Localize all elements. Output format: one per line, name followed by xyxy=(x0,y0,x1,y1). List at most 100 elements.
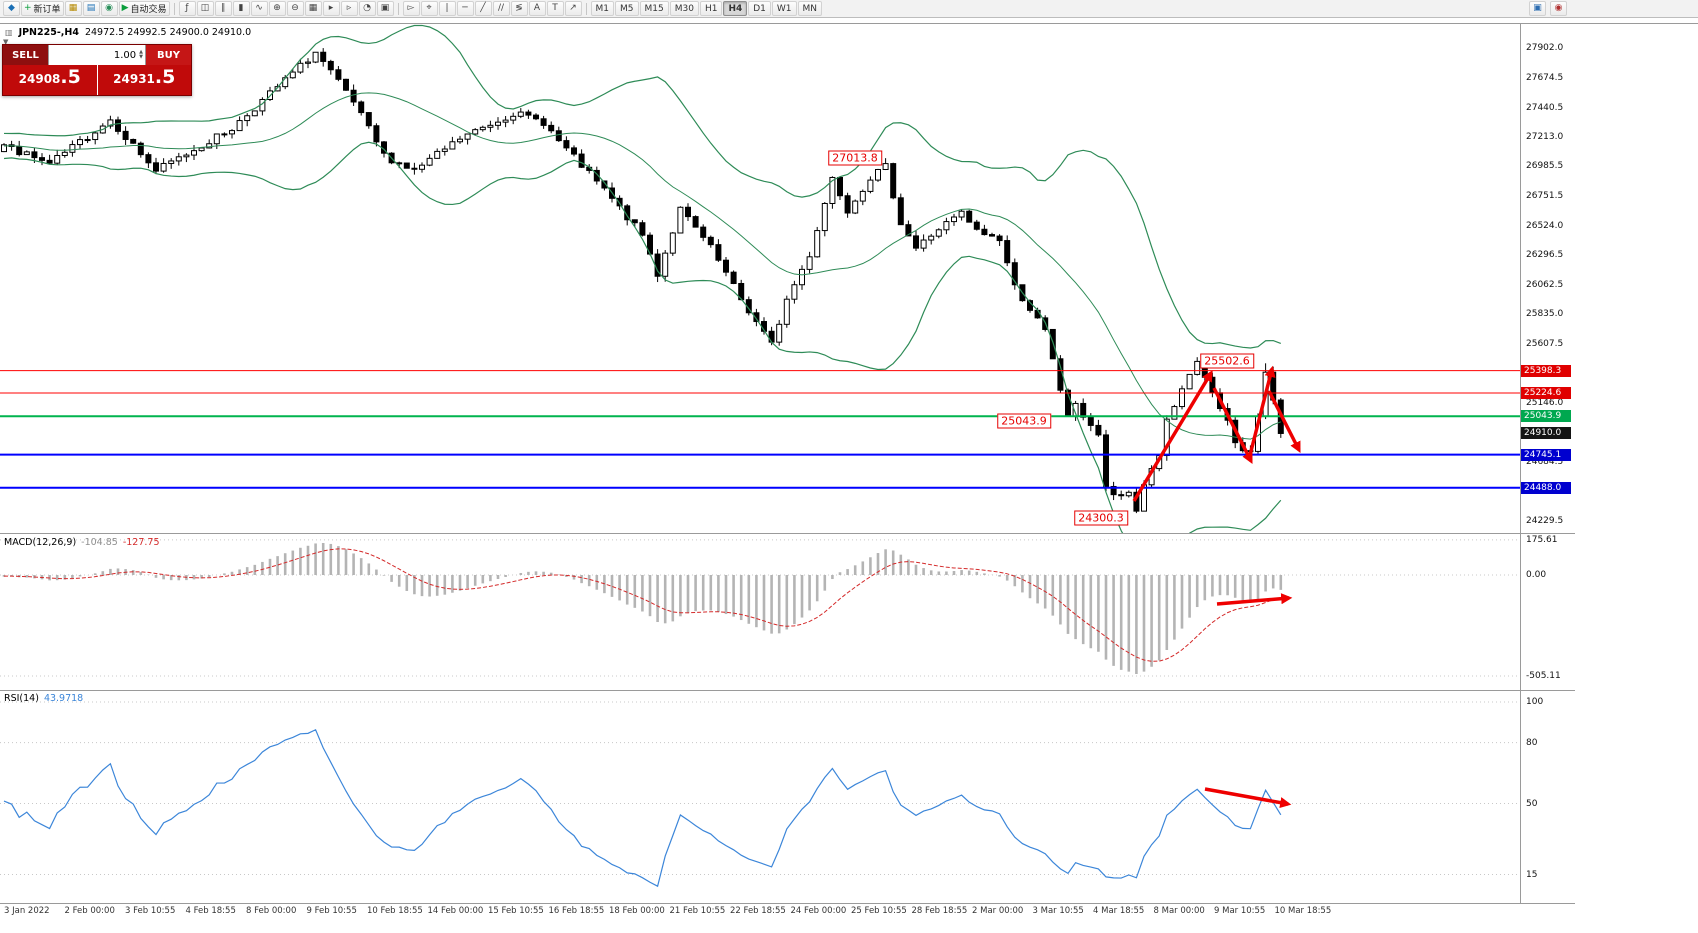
app-menu-button[interactable]: ◆ xyxy=(3,1,20,16)
new-order-button[interactable]: + 新订单 xyxy=(21,1,64,16)
bar-chart-button[interactable]: ∥ xyxy=(214,1,232,16)
line-chart-icon: ∿ xyxy=(255,3,263,13)
buy-price-main: 24931 xyxy=(113,72,155,86)
horizontal-line-button[interactable]: ─ xyxy=(456,1,474,16)
timeframe-m1-button[interactable]: M1 xyxy=(590,1,614,16)
tile-windows-button[interactable]: ▦ xyxy=(304,1,322,16)
timeframe-d1-button[interactable]: D1 xyxy=(748,1,771,16)
window-close-button[interactable]: ◉ xyxy=(1550,1,1567,16)
one-click-trading-panel: SELL 1.00 ▲ ▼ BUY 24908.5 24931.5 xyxy=(2,44,192,96)
toolbar-separator xyxy=(397,2,399,15)
timeframe-w1-button[interactable]: W1 xyxy=(771,1,797,16)
bollinger-upper-band xyxy=(3,24,1282,349)
profiles-button[interactable]: ▤ xyxy=(82,1,100,16)
trendline-button[interactable]: ╱ xyxy=(474,1,492,16)
buy-price-fraction: .5 xyxy=(154,66,176,88)
price-annotation[interactable]: 27013.8 xyxy=(828,150,882,166)
indicators-icon: ƒ xyxy=(185,3,189,13)
buy-button[interactable]: BUY xyxy=(146,45,191,65)
indicators-button[interactable]: ƒ xyxy=(178,1,196,16)
chart-shift-icon: ▹ xyxy=(346,3,352,13)
bollinger-middle-band xyxy=(3,92,1281,440)
objects-list-button[interactable]: ◫ xyxy=(196,1,214,16)
timeframe-mn-button[interactable]: MN xyxy=(797,1,823,16)
charts-button[interactable]: ▦ xyxy=(64,1,82,16)
window-restore-button[interactable]: ▣ xyxy=(1529,1,1546,16)
new-order-label: 新订单 xyxy=(33,5,61,15)
periods-button[interactable]: ◔ xyxy=(358,1,376,16)
text-button[interactable]: A xyxy=(528,1,546,16)
refresh-button[interactable]: ◉ xyxy=(100,1,118,16)
cursor-button[interactable]: ▻ xyxy=(402,1,420,16)
trendline-icon: ╱ xyxy=(480,3,486,13)
window-close-icon: ◉ xyxy=(1554,3,1563,13)
line-chart-button[interactable]: ∿ xyxy=(250,1,268,16)
auto-trading-button[interactable]: ▶ 自动交易 xyxy=(118,1,170,16)
bollinger-lower-band xyxy=(3,141,1282,533)
price-annotation[interactable]: 25043.9 xyxy=(997,413,1051,429)
arrows-button[interactable]: ↗ xyxy=(564,1,582,16)
sell-button[interactable]: SELL xyxy=(3,45,48,65)
toolbar: ◆ + 新订单 ▦ ▤ ◉ ▶ 自动交易 ƒ ◫ ∥ ▮ ∿ ⊕ ⊖ ▦ ▸ ▹ ◔ ▣ ▻ ⌖ | ─ ╱ // ≶ A T ↗ M1 M5… xyxy=(0,0,1698,18)
timeframe-m5-button[interactable]: M5 xyxy=(615,1,639,16)
text-label-icon: T xyxy=(552,3,558,13)
trend-arrow-2[interactable] xyxy=(1212,387,1253,464)
lot-spinner[interactable]: ▲ ▼ xyxy=(139,50,143,60)
tile-windows-icon: ▦ xyxy=(308,3,318,13)
trend-arrow-4[interactable] xyxy=(1267,390,1301,453)
refresh-icon: ◉ xyxy=(105,3,113,13)
charts-icon: ▦ xyxy=(68,3,78,13)
candlestick-chart-icon: ▮ xyxy=(238,3,244,13)
macd-trend-arrow[interactable] xyxy=(1216,593,1293,606)
timeframe-h1-button[interactable]: H1 xyxy=(699,1,723,16)
lot-spinner-down-icon[interactable]: ▼ xyxy=(139,54,143,60)
text-label-button[interactable]: T xyxy=(546,1,564,16)
rsi-line xyxy=(3,728,1282,888)
candlestick-chart-button[interactable]: ▮ xyxy=(232,1,250,16)
objects-list-icon: ◫ xyxy=(200,3,210,13)
toolbar-separator xyxy=(585,2,587,15)
cursor-icon: ▻ xyxy=(407,3,415,13)
toolbar-separator xyxy=(173,2,175,15)
timeframe-m30-button[interactable]: M30 xyxy=(669,1,699,16)
lot-size-value: 1.00 xyxy=(113,49,137,61)
rsi-trend-arrow[interactable] xyxy=(1204,787,1292,809)
candlestick-chart xyxy=(1,48,1284,514)
price-annotation[interactable]: 24300.3 xyxy=(1074,510,1128,526)
price-annotation[interactable]: 25502.6 xyxy=(1200,353,1254,369)
app-menu-icon: ◆ xyxy=(8,3,15,13)
channel-icon: // xyxy=(497,3,505,13)
templates-button[interactable]: ▣ xyxy=(376,1,394,16)
zoom-out-icon: ⊖ xyxy=(291,3,299,13)
vertical-line-button[interactable]: | xyxy=(438,1,456,16)
crosshair-icon: ⌖ xyxy=(426,3,432,13)
lot-spinner-up-icon[interactable]: ▲ xyxy=(139,49,143,55)
new-order-icon: + xyxy=(24,3,32,13)
fibonacci-button[interactable]: ≶ xyxy=(510,1,528,16)
arrows-icon: ↗ xyxy=(569,3,577,13)
text-icon: A xyxy=(533,3,541,13)
sell-price-display[interactable]: 24908.5 xyxy=(3,65,97,95)
chart-shift-button[interactable]: ▹ xyxy=(340,1,358,16)
horizontal-line-icon: ─ xyxy=(462,3,468,13)
vertical-line-icon: | xyxy=(445,3,449,13)
buy-price-display[interactable]: 24931.5 xyxy=(97,65,191,95)
one-click-collapse-arrow[interactable]: ▼ xyxy=(3,38,9,46)
trend-arrow-3[interactable] xyxy=(1247,365,1276,460)
macd-histogram xyxy=(2,543,1283,674)
zoom-in-button[interactable]: ⊕ xyxy=(268,1,286,16)
lot-size-field[interactable]: 1.00 ▲ ▼ xyxy=(48,45,146,65)
bar-chart-icon: ∥ xyxy=(220,3,226,13)
trend-arrow-1[interactable] xyxy=(1132,370,1213,502)
auto-trading-label: 自动交易 xyxy=(130,5,167,15)
profiles-icon: ▤ xyxy=(86,3,96,13)
trade-panel-prices-row: 24908.5 24931.5 xyxy=(3,65,191,95)
crosshair-button[interactable]: ⌖ xyxy=(420,1,438,16)
channel-button[interactable]: // xyxy=(492,1,510,16)
timeframe-m15-button[interactable]: M15 xyxy=(639,1,669,16)
zoom-out-button[interactable]: ⊖ xyxy=(286,1,304,16)
zoom-in-icon: ⊕ xyxy=(273,3,281,13)
timeframe-h4-button[interactable]: H4 xyxy=(723,1,748,16)
auto-scroll-button[interactable]: ▸ xyxy=(322,1,340,16)
